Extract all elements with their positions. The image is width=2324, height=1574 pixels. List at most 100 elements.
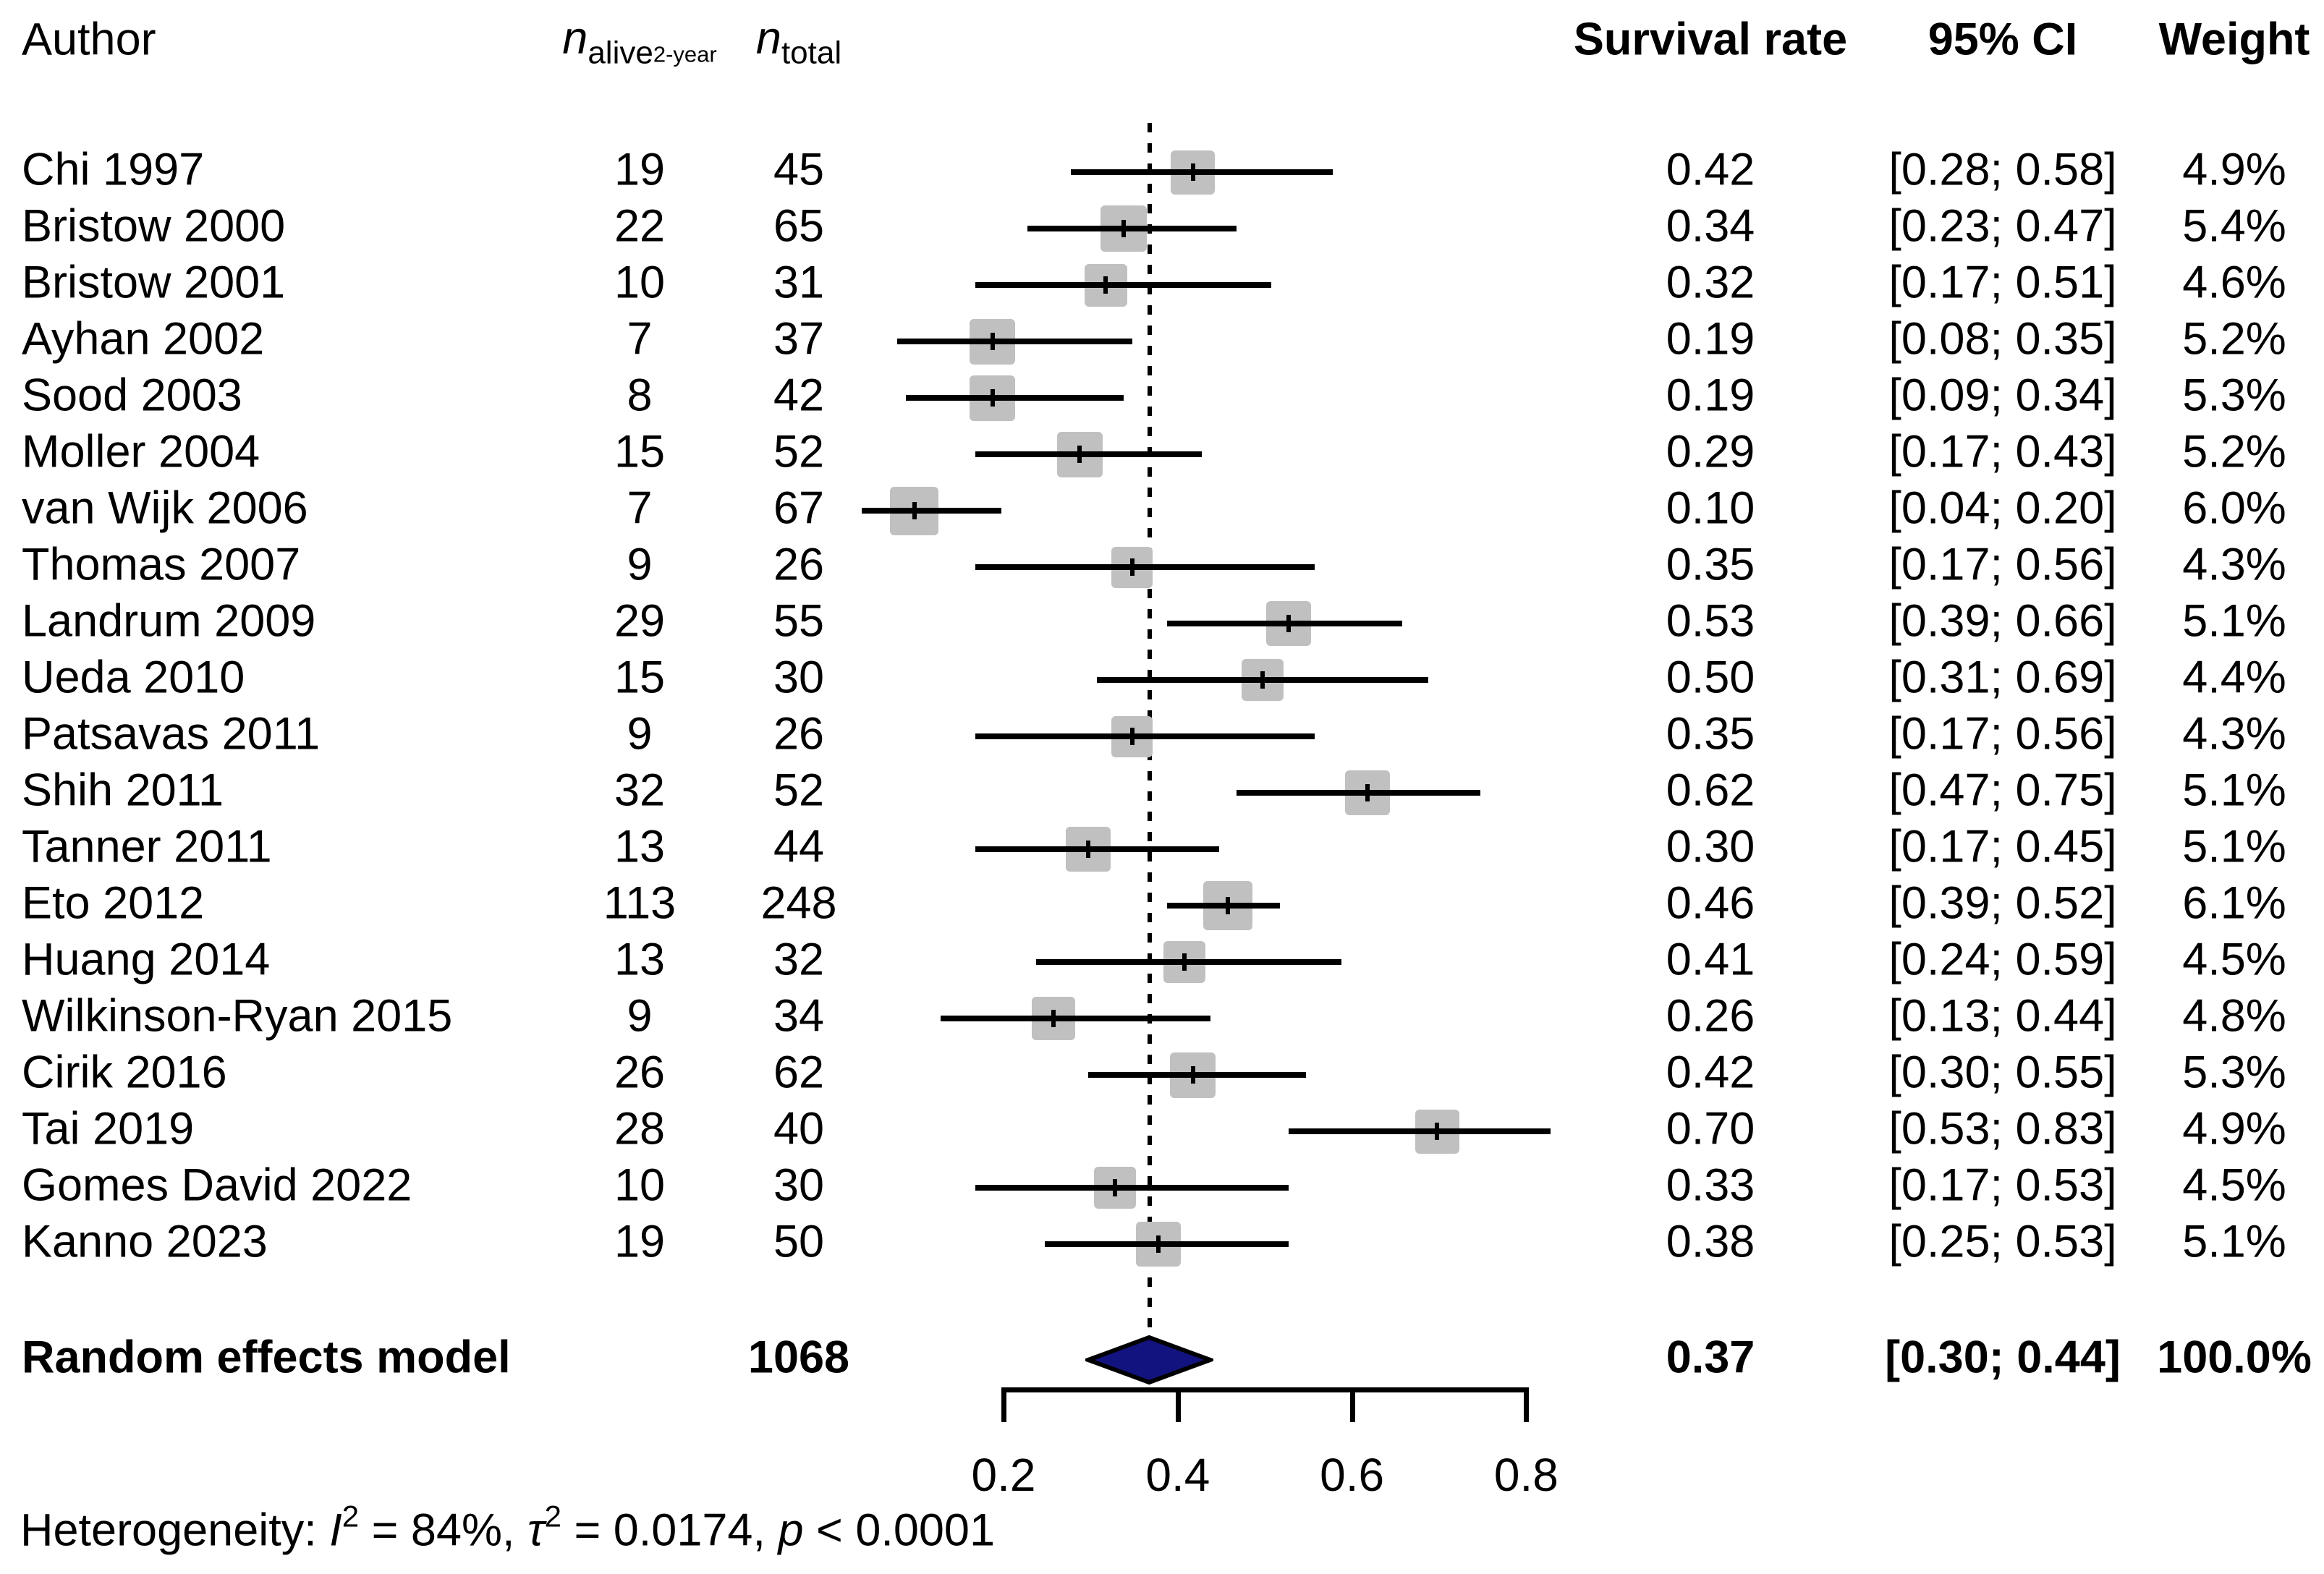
study-n-alive: 32 [614, 765, 666, 816]
axis-tick [1524, 1387, 1530, 1422]
study-ci-value: [0.17; 0.45] [1888, 821, 2117, 872]
study-author-label: Chi 1997 [22, 144, 205, 195]
study-n-total: 55 [773, 595, 825, 647]
study-n-alive: 13 [614, 934, 666, 985]
study-ci-value: [0.17; 0.51] [1888, 257, 2117, 308]
study-n-total: 62 [773, 1047, 825, 1098]
study-ci-line [1027, 226, 1237, 231]
study-effect-tick [1260, 671, 1265, 689]
study-ci-value: [0.23; 0.47] [1888, 200, 2117, 252]
study-survival-rate-value: 0.53 [1666, 595, 1755, 647]
study-ci-line [1237, 790, 1481, 796]
pooled-diamond-shape [1085, 1335, 1213, 1385]
study-n-total: 32 [773, 934, 825, 985]
study-ci-line [896, 339, 1132, 344]
study-weight-value: 5.2% [2182, 313, 2286, 365]
study-effect-tick [1435, 1123, 1439, 1140]
study-n-alive: 15 [614, 426, 666, 477]
study-ci-line [975, 282, 1272, 288]
axis-tick [1349, 1387, 1355, 1422]
summary-row-rate: 0.37 [1666, 1332, 1755, 1383]
axis-tick-label: 0.2 [971, 1448, 1036, 1501]
study-author-label: Bristow 2000 [22, 200, 286, 252]
heterogeneity-note: Heterogeneity: I2 = 84%, τ2 = 0.0174, p … [20, 1501, 995, 1553]
study-weight-value: 5.3% [2182, 1047, 2286, 1098]
study-author-label: Moller 2004 [22, 426, 260, 477]
study-survival-rate-value: 0.70 [1666, 1103, 1755, 1154]
n-alive-subscript: alive [588, 35, 653, 71]
tau-squared-symbol: τ [527, 1505, 545, 1556]
study-effect-tick [912, 502, 917, 519]
study-survival-rate-value: 0.33 [1666, 1160, 1755, 1211]
heterogeneity-prefix: Heterogeneity: [20, 1505, 330, 1556]
study-author-label: Sood 2003 [22, 370, 242, 421]
study-n-total: 67 [773, 482, 825, 534]
study-n-total: 52 [773, 765, 825, 816]
axis-tick [1175, 1387, 1181, 1422]
study-survival-rate-value: 0.38 [1666, 1216, 1755, 1267]
study-n-total: 26 [773, 539, 825, 590]
study-effect-tick [1129, 558, 1135, 576]
study-weight-value: 5.2% [2182, 426, 2286, 477]
column-header-n-alive: nalive2-year [562, 15, 716, 69]
study-ci-value: [0.31; 0.69] [1888, 652, 2117, 703]
study-ci-value: [0.17; 0.43] [1888, 426, 2117, 477]
i-squared-value: = 84%, [359, 1505, 528, 1556]
study-author-label: Huang 2014 [22, 934, 271, 985]
study-ci-value: [0.25; 0.53] [1888, 1216, 2117, 1267]
study-author-label: van Wijk 2006 [22, 482, 308, 534]
i-squared-exponent: 2 [342, 1499, 360, 1533]
study-effect-tick [990, 333, 995, 350]
study-effect-tick [1112, 1179, 1117, 1196]
study-n-total: 31 [773, 257, 825, 308]
study-ci-line [1036, 959, 1341, 965]
study-weight-value: 4.8% [2182, 990, 2286, 1042]
axis-tick-label: 0.6 [1320, 1448, 1385, 1501]
study-effect-tick [1077, 446, 1082, 463]
study-weight-value: 4.6% [2182, 257, 2286, 308]
study-survival-rate-value: 0.32 [1666, 257, 1755, 308]
study-author-label: Thomas 2007 [22, 539, 301, 590]
study-survival-rate-value: 0.46 [1666, 877, 1755, 929]
study-ci-line [975, 846, 1219, 852]
study-weight-value: 5.4% [2182, 200, 2286, 252]
study-ci-value: [0.17; 0.56] [1888, 708, 2117, 760]
study-ci-line [975, 1185, 1289, 1191]
summary-row-label: Random effects model [22, 1332, 511, 1383]
study-effect-tick [1286, 615, 1292, 632]
study-author-label: Landrum 2009 [22, 595, 316, 647]
column-header-author: Author [22, 14, 156, 65]
study-effect-tick [1182, 953, 1187, 971]
study-author-label: Wilkinson-Ryan 2015 [22, 990, 453, 1042]
study-effect-tick [1226, 897, 1231, 914]
study-ci-value: [0.24; 0.59] [1888, 934, 2117, 985]
study-n-alive: 19 [614, 1216, 666, 1267]
study-weight-value: 5.1% [2182, 821, 2286, 872]
study-author-label: Shih 2011 [22, 765, 224, 816]
study-weight-value: 5.1% [2182, 765, 2286, 816]
study-ci-value: [0.09; 0.34] [1888, 370, 2117, 421]
study-n-total: 37 [773, 313, 825, 365]
study-weight-value: 6.1% [2182, 877, 2286, 929]
study-weight-value: 5.1% [2182, 1216, 2286, 1267]
study-ci-value: [0.04; 0.20] [1888, 482, 2117, 534]
study-survival-rate-value: 0.42 [1666, 1047, 1755, 1098]
axis-tick-label: 0.8 [1493, 1448, 1558, 1501]
study-ci-line [975, 451, 1202, 457]
tau-squared-exponent: 2 [544, 1499, 561, 1533]
study-n-alive: 8 [627, 370, 653, 421]
study-effect-tick [1121, 220, 1126, 237]
study-effect-tick [1190, 163, 1195, 181]
study-weight-value: 4.5% [2182, 934, 2286, 985]
study-n-alive: 9 [627, 990, 653, 1042]
study-ci-line [975, 564, 1315, 570]
study-weight-value: 4.3% [2182, 708, 2286, 760]
study-ci-line [1088, 1072, 1307, 1078]
study-n-alive: 9 [627, 708, 653, 760]
study-effect-tick [1086, 841, 1091, 858]
study-n-alive: 113 [603, 877, 677, 929]
study-survival-rate-value: 0.35 [1666, 708, 1755, 760]
study-n-total: 50 [773, 1216, 825, 1267]
study-weight-value: 4.9% [2182, 1103, 2286, 1154]
